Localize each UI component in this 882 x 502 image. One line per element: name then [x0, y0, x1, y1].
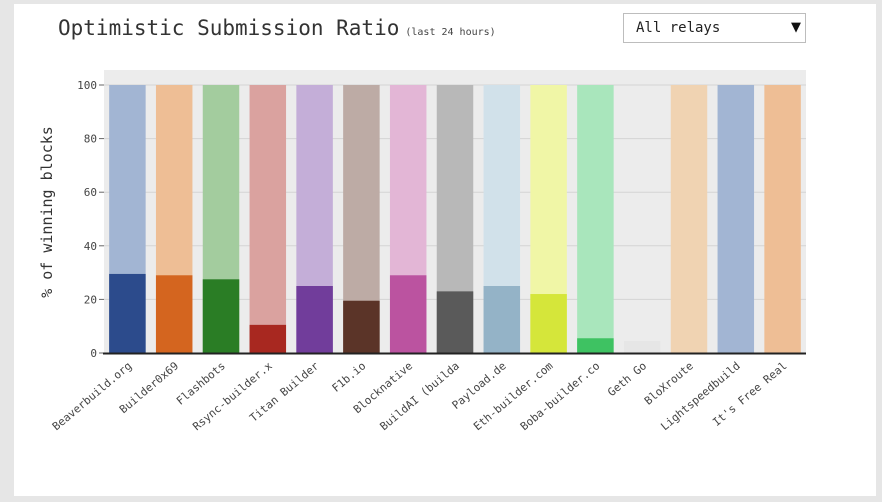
x-tick-label: Boba-builder.co	[518, 359, 602, 433]
x-tick-label: Rsync-builder.x	[190, 359, 275, 433]
chart-title: Optimistic Submission Ratio (last 24 hour…	[58, 16, 496, 40]
x-tick-label: Beaverbuild.org	[50, 359, 134, 433]
bar-optimistic[interactable]	[577, 338, 614, 353]
y-tick-label: 20	[84, 293, 97, 306]
x-tick-label: F1b.io	[330, 359, 369, 395]
bar-total[interactable]	[717, 85, 755, 353]
y-axis-label: % of winning blocks	[38, 126, 56, 298]
bar-total[interactable]	[764, 85, 801, 353]
bar-optimistic[interactable]	[483, 286, 521, 353]
title-text: Optimistic Submission Ratio	[58, 16, 400, 40]
bar-total[interactable]	[577, 85, 614, 353]
bar-total[interactable]	[670, 85, 708, 353]
bar-optimistic[interactable]	[249, 324, 287, 353]
bar-optimistic[interactable]	[155, 275, 193, 353]
bar-optimistic[interactable]	[530, 294, 567, 353]
y-tick-label: 100	[77, 79, 97, 92]
bar-optimistic[interactable]	[202, 279, 240, 353]
bar-total[interactable]	[623, 340, 661, 353]
x-tick-label: BuildAI (builda	[377, 359, 461, 433]
x-tick-label: Eth-builder.com	[471, 359, 556, 433]
y-tick-label: 40	[84, 240, 97, 253]
triangle-down-icon: ▼	[791, 20, 801, 35]
relay-filter-select[interactable]: All relays ▼	[623, 13, 806, 43]
chart-subtitle: (last 24 hours)	[405, 27, 496, 38]
x-tick-label: Lightspeedbuild	[658, 359, 742, 433]
y-tick-label: 80	[84, 133, 97, 146]
bar-total[interactable]	[249, 85, 287, 353]
y-tick-label: 0	[90, 347, 97, 360]
bar-optimistic[interactable]	[436, 291, 474, 353]
bar-optimistic[interactable]	[389, 275, 427, 353]
y-tick-label: 60	[84, 186, 97, 199]
bar-optimistic[interactable]	[296, 286, 333, 353]
relay-filter-value: All relays	[636, 20, 721, 36]
x-tick-label: Geth Go	[605, 359, 649, 399]
bar-optimistic[interactable]	[109, 273, 146, 353]
bar-optimistic[interactable]	[343, 300, 380, 353]
